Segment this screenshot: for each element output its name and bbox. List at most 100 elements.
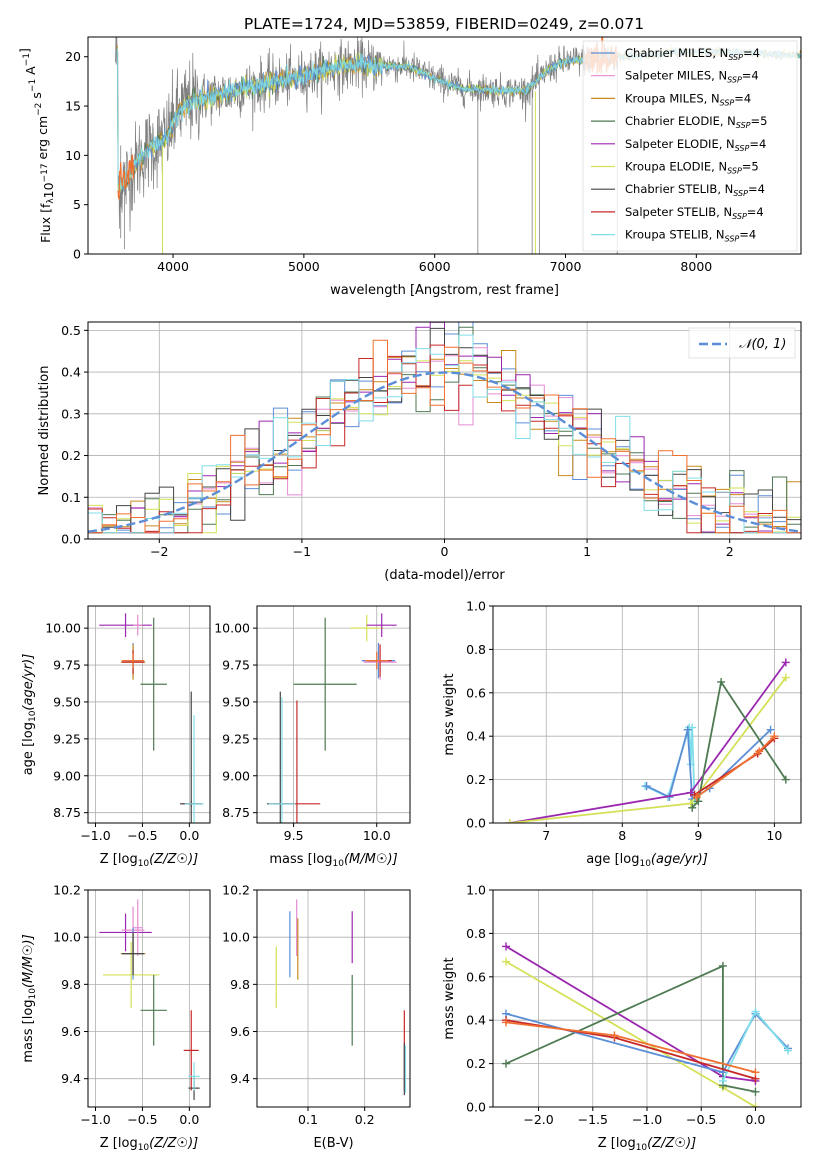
weight-lines [505, 658, 790, 823]
x-axis-label: Z [log10(Z/Z☉)] [100, 1136, 198, 1153]
legend-label: Chabrier STELIB, N [625, 182, 733, 196]
y-axis-label: Flux [fλ10−17 erg cm−2 s−1 A−1] [17, 48, 56, 243]
y-axis-label-part: erg cm [35, 116, 50, 164]
y-axis-label-part: ] [17, 48, 32, 53]
x-tick-label: 7 [542, 828, 550, 843]
weight-series-line [505, 960, 756, 1107]
y-tick-label: 9.50 [53, 694, 81, 709]
label-part: 10 [639, 859, 651, 869]
y-tick-label: 9.4 [230, 1071, 250, 1086]
y-tick-label: 0.3 [61, 406, 81, 421]
y-tick-label: 0 [73, 247, 81, 262]
residual-histograms [88, 322, 801, 534]
legend-entry: Chabrier STELIB, NSSP=4 [625, 182, 765, 198]
x-tick-label: −1.5 [578, 1112, 608, 1127]
label-part: mass [log [21, 999, 36, 1062]
label-part: (age/yr)] [651, 852, 708, 867]
y-tick-label: 0.2 [466, 772, 486, 787]
y-tick-label: 15 [65, 99, 81, 114]
y-tick-label: 9.75 [222, 658, 250, 673]
legend-nssp: =4 [748, 182, 765, 196]
legend-nssp: =4 [743, 46, 760, 60]
y-tick-label: 10.0 [222, 930, 250, 945]
masked-fit-segment [117, 154, 135, 201]
axes-frame [87, 36, 802, 255]
y-tick-label: 0.0 [61, 532, 81, 547]
y-axis-label: Normed distribution [37, 366, 52, 496]
legend-entry: Chabrier ELODIE, NSSP=5 [625, 114, 767, 130]
legend-entry: Kroupa STELIB, NSSP=4 [625, 228, 756, 244]
x-tick-label: −0.5 [686, 1112, 716, 1127]
y-tick-label: 9.4 [61, 1071, 81, 1086]
y-axis-label-part: −17 [40, 163, 50, 182]
y-tick-label: 20 [65, 49, 81, 64]
y-tick-label: 5 [73, 197, 81, 212]
y-tick-label: 9.8 [230, 977, 250, 992]
x-tick-label: 6000 [419, 259, 451, 274]
x-tick-label: 9 [694, 828, 702, 843]
x-tick-label: 9.5 [284, 828, 304, 843]
y-tick-label: 10.2 [53, 883, 81, 898]
y-tick-label: 9.00 [53, 768, 81, 783]
label-part: Z [log [598, 1136, 636, 1151]
y-tick-label: 0.1 [61, 490, 81, 505]
errorbars [99, 613, 204, 823]
x-axis-label: wavelength [Angstrom, rest frame] [330, 283, 559, 298]
legend-subscript: SSP [727, 76, 742, 85]
legend-nssp: =4 [749, 137, 766, 151]
observed-spectrum [115, 37, 619, 232]
x-tick-label: 0 [441, 544, 449, 559]
x-tick-label: 5000 [288, 259, 320, 274]
x-tick-label: −2.0 [523, 1112, 553, 1127]
label-part: (age/yr)] [21, 654, 36, 711]
y-tick-label: 0.4 [466, 1013, 486, 1028]
x-tick-label: 1 [583, 544, 591, 559]
legend-entry: Salpeter ELODIE, NSSP=4 [625, 137, 766, 153]
x-tick-label: −1 [293, 544, 311, 559]
legend-label: Salpeter ELODIE, N [625, 137, 735, 151]
y-tick-label: 0.2 [466, 1056, 486, 1071]
errorbars [266, 613, 397, 823]
label-part: mass [log [269, 852, 332, 867]
y-tick-label: 0.6 [466, 685, 486, 700]
legend-nssp: =5 [751, 114, 768, 128]
y-axis-label-part: −1 [22, 53, 32, 66]
legend-entry: Kroupa MILES, NSSP=4 [625, 91, 751, 107]
y-tick-label: 0.4 [466, 729, 486, 744]
x-tick-label: −2 [150, 544, 168, 559]
y-tick-label: 0.0 [466, 816, 486, 831]
x-tick-label: 0.1 [298, 1112, 318, 1127]
axes-frame [87, 605, 211, 824]
label-part: (M/M☉)] [344, 852, 398, 867]
y-axis-label-part: −2 [34, 103, 44, 116]
x-tick-label: 0.2 [355, 1112, 375, 1127]
legend-subscript: SSP [736, 121, 751, 130]
x-tick-label: 4000 [157, 259, 189, 274]
weight-series-line [509, 677, 787, 823]
y-axis-label: mass weight [442, 673, 457, 755]
legend-subscript: SSP [720, 98, 735, 107]
mass_vs_z-panel: −1.0 −0.5 0.09.49.69.810.010.2Z [log10(Z/Z… [21, 883, 211, 1153]
axes-frame [256, 605, 411, 824]
weight-series-line [505, 945, 756, 1082]
legend-entry: Kroupa ELODIE, NSSP=5 [625, 160, 759, 176]
legend-entry: Salpeter MILES, NSSP=4 [625, 69, 759, 85]
legend-box [582, 40, 798, 252]
legend-label: Salpeter MILES, N [625, 69, 727, 83]
y-tick-label: 9.6 [230, 1024, 250, 1039]
label-part: (Z/Z☉)] [149, 852, 198, 867]
legend-nssp: =4 [739, 228, 756, 242]
y-tick-label: 0.8 [466, 926, 486, 941]
legend-nssp: =4 [734, 91, 751, 105]
x-tick-label: 0.0 [746, 1112, 766, 1127]
x-axis-label: Z [log10(Z/Z☉)] [598, 1136, 696, 1153]
y-axis-label-part: 10 [41, 182, 56, 198]
residual-histogram [88, 339, 801, 534]
y-tick-label: 1.0 [466, 883, 486, 898]
x-tick-label: −1.0 [80, 828, 110, 843]
weight-series-line [505, 964, 756, 1093]
y-tick-label: 8.75 [53, 805, 81, 820]
x-tick-label: −0.5 [127, 1112, 157, 1127]
